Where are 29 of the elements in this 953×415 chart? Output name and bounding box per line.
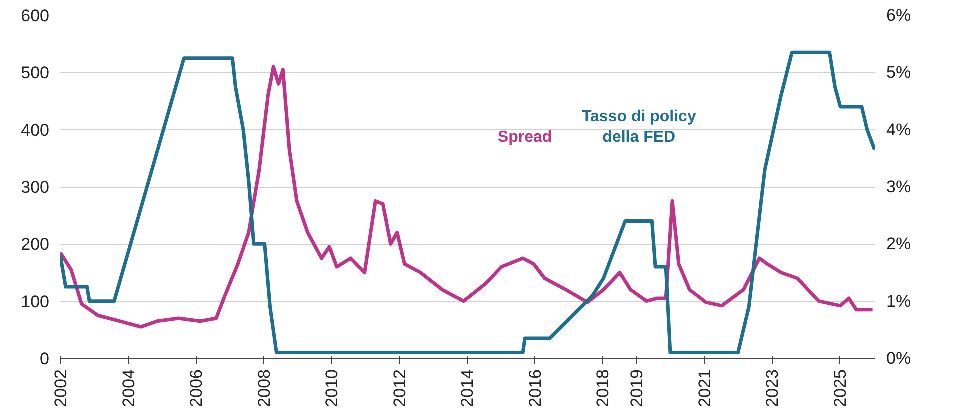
y-tick-label: 300 — [21, 178, 50, 197]
x-tick-label: 2019 — [628, 369, 647, 408]
y-tick-label: 0 — [40, 350, 50, 368]
y-tick-label: 500 — [21, 64, 50, 83]
x-tick-label: 2004 — [119, 369, 138, 408]
y2-tick-label: 0% — [886, 349, 912, 368]
y2-tick-label: 6% — [886, 6, 912, 25]
x-tick-label: 2008 — [254, 369, 274, 408]
x-tick-label: 2021 — [695, 369, 714, 408]
x-tick-label: 2023 — [763, 369, 782, 408]
y2-tick-label: 4% — [886, 120, 912, 140]
text: Tasso di policy della FED — [582, 108, 696, 146]
y-tick-label: 400 — [21, 120, 50, 140]
y2-tick-label: 5% — [886, 63, 912, 82]
x-tick-label: 2014 — [458, 369, 478, 408]
x-tick-label: 2018 — [594, 369, 613, 408]
y2-tick-label: 1% — [886, 292, 912, 311]
x-tick-label: 2006 — [187, 369, 206, 408]
x-tick-label: 2002 — [52, 369, 70, 408]
y-tick-label: 200 — [21, 235, 50, 254]
x-tick-label: 2025 — [830, 369, 850, 408]
text: Spread — [498, 128, 552, 146]
y-tick-label: 100 — [21, 292, 50, 312]
y-tick-label: 600 — [21, 6, 50, 26]
y2-tick-label: 2% — [886, 234, 912, 254]
x-tick-label: 2012 — [390, 369, 410, 408]
x-tick-label: 2010 — [322, 369, 342, 408]
x-tick-label: 2016 — [526, 369, 545, 408]
y2-tick-label: 3% — [886, 178, 912, 196]
